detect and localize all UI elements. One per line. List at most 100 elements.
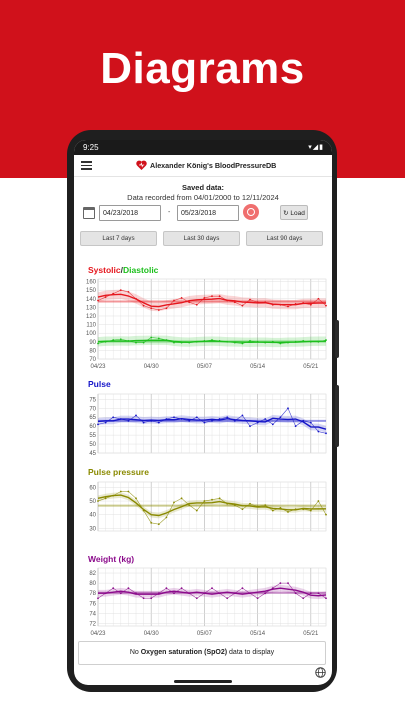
y-tick-label: 100 [86,331,97,337]
data-point [173,592,175,595]
y-tick-label: 60 [89,485,96,491]
weight-title: Weight (kg) [88,554,135,564]
data-point [142,421,145,424]
data-point [119,418,122,420]
from-date-input[interactable]: 04/23/2018 [99,205,161,221]
y-tick-label: 120 [86,314,97,320]
pulse-pressure-title: Pulse pressure [88,467,149,477]
data-point [157,592,160,595]
home-indicator[interactable] [174,680,232,683]
last-30-days-button[interactable]: Last 30 days [163,231,240,246]
load-button[interactable]: ↻ Load [280,205,308,220]
weight-chart: 72 74 76 78 80 82 04/23 04/30 05/07 05/14 05/21 [89,567,327,637]
y-tick-label: 110 [86,323,96,329]
y-tick-label: 75 [89,397,96,403]
y-tick-label: 80 [89,581,96,587]
data-point [112,339,115,341]
last-90-days-button[interactable]: Last 90 days [246,231,323,246]
data-point [157,523,160,526]
y-tick-label: 60 [89,424,96,430]
last-7-days-button[interactable]: Last 7 days [80,231,157,246]
data-point [203,297,206,299]
data-point [287,582,289,585]
data-point [279,506,282,509]
y-tick-label: 90 [89,340,96,346]
data-point [256,421,259,424]
data-point [241,508,244,511]
data-point [142,304,145,307]
data-point [127,419,130,422]
data-point [317,340,320,343]
data-point [173,416,175,419]
data-point [135,297,137,300]
data-point [287,511,289,513]
data-point [271,303,274,306]
x-tick-label: 05/07 [197,631,213,637]
data-point [256,340,259,343]
data-point [226,416,229,419]
data-point [309,340,312,343]
data-point [173,299,175,302]
y-tick-label: 45 [89,451,96,456]
data-point [112,587,115,590]
data-point [127,291,130,293]
y-tick-label: 80 [89,348,96,354]
data-point [249,502,251,505]
data-point [325,432,327,435]
data-point [271,340,274,343]
data-point [302,419,305,422]
y-tick-label: 40 [89,513,96,519]
data-point [188,301,191,304]
data-point [195,416,198,419]
menu-icon[interactable] [81,161,92,170]
y-tick-label: 70 [89,406,96,412]
systolic-diastolic-title: Systolic/Diastolic [88,265,159,275]
data-point [317,500,320,502]
data-point [233,592,236,595]
record-target-icon[interactable] [243,204,259,220]
data-point [256,301,259,304]
globe-icon[interactable] [315,667,326,678]
data-point [142,341,145,344]
data-point [325,597,327,600]
data-point [241,587,244,590]
data-point [249,340,251,342]
data-point [218,295,221,298]
data-point [256,505,259,508]
data-point [294,592,297,595]
data-point [104,296,107,298]
data-point [241,304,244,307]
data-point [211,295,213,298]
data-point [264,504,267,507]
data-point [203,500,206,502]
to-date-input[interactable]: 05/23/2018 [177,205,239,221]
no-data-message: No Oxygen saturation (SpO2) data to disp… [78,641,326,665]
data-point [195,509,198,512]
data-point [173,501,175,504]
data-point [294,508,297,511]
data-point [264,341,267,344]
x-tick-label: 05/07 [197,364,213,370]
data-point [150,336,153,339]
data-point [180,497,183,500]
y-tick-label: 76 [89,601,96,607]
data-point [119,338,122,341]
status-bar: 9:25 ▾◢▮ [74,140,332,155]
x-tick-label: 04/23 [90,364,106,370]
calendar-icon[interactable] [83,207,95,219]
data-point [150,597,153,600]
data-point [104,497,107,500]
data-point [241,342,244,345]
phone-volume-button [335,385,339,447]
data-point [211,419,213,422]
x-tick-label: 05/21 [303,631,319,637]
y-tick-label: 30 [89,526,96,532]
data-point [309,592,312,595]
data-point [97,299,99,302]
data-point [104,421,107,424]
data-point [97,500,99,502]
data-point [271,509,274,512]
data-point [165,339,168,341]
data-point [135,497,137,500]
app-bar: Alexander König's BloodPressureDB [74,155,332,177]
